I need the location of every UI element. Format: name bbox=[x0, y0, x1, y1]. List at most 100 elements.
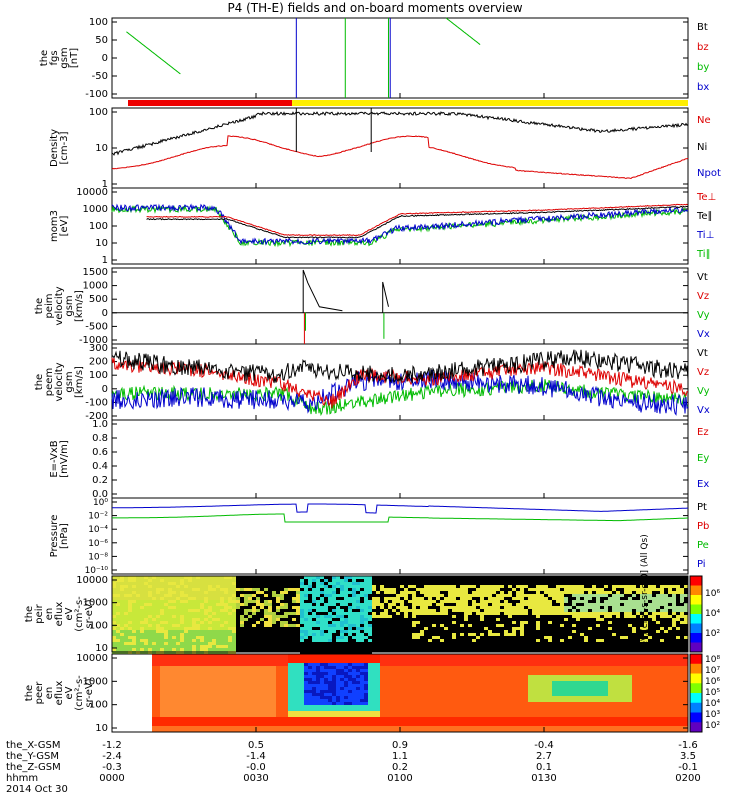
footer-value-t: 0130 bbox=[531, 773, 557, 784]
ne-line bbox=[111, 135, 689, 180]
panel-label-line: [mV/m] bbox=[59, 440, 70, 478]
colorbar-peir bbox=[689, 575, 703, 653]
panel-label-line: [eV] bbox=[59, 215, 70, 237]
ytick-label: 10⁻⁶ bbox=[88, 539, 108, 549]
footer-value-t: 0100 bbox=[387, 773, 413, 784]
colorbar-tick: 10⁴ bbox=[705, 609, 720, 619]
colorbar-tick: 10³ bbox=[705, 710, 720, 720]
legend-entry: Ne bbox=[697, 115, 711, 126]
by-line bbox=[445, 17, 481, 45]
ytick-label: -500 bbox=[85, 321, 108, 332]
pe-line bbox=[112, 513, 688, 523]
legend-entry: Te⊥ bbox=[697, 192, 717, 203]
page-title: P4 (TH-E) fields and on-board moments ov… bbox=[227, 1, 523, 15]
by-line bbox=[126, 31, 181, 75]
footer-value-y: 3.5 bbox=[680, 751, 696, 762]
footer-y-label: the_Y-GSM bbox=[6, 751, 60, 762]
ytick-label: 10⁻¹⁰ bbox=[85, 566, 109, 576]
ytick-label: 10⁻² bbox=[88, 512, 108, 522]
footer-value-x: -1.2 bbox=[102, 740, 122, 751]
legend-entry: Pe bbox=[697, 540, 709, 551]
ytick-label: 0.8 bbox=[92, 433, 108, 444]
ytick-label: 0.6 bbox=[92, 447, 108, 458]
colorbar-tick: 10⁸ bbox=[705, 655, 720, 665]
legend-entry: Vx bbox=[697, 405, 710, 416]
footer-column: -1.2 -2.4 -0.3 0000 bbox=[90, 740, 134, 784]
legend-entry: Vz bbox=[697, 291, 710, 302]
peer-spectrogram bbox=[112, 654, 688, 732]
footer-value-y: -1.4 bbox=[246, 751, 266, 762]
ytick-label: 100 bbox=[89, 620, 108, 631]
footer-time-label: hhmm bbox=[6, 773, 39, 784]
ytick-label: 10 bbox=[95, 643, 108, 654]
footer-value-y: 1.1 bbox=[392, 751, 408, 762]
panel-label-fgs: the fgs gsm [nT] bbox=[39, 18, 80, 98]
legend-entry: Vz bbox=[697, 367, 710, 378]
ytick-label: 100 bbox=[89, 221, 108, 232]
footer-value-t: 0200 bbox=[675, 773, 701, 784]
colorbar-tick: 10² bbox=[705, 629, 720, 639]
panel-label-line: [nPa] bbox=[59, 523, 70, 549]
ytick-label: 1500 bbox=[83, 267, 108, 278]
panel-label-line: [km/s] bbox=[74, 290, 85, 322]
ytick-label: 1 bbox=[102, 255, 108, 266]
ytick-label: -50 bbox=[92, 71, 108, 82]
ni-line bbox=[111, 111, 689, 156]
ytick-label: 0 bbox=[102, 384, 108, 395]
ytick-label: 100 bbox=[89, 17, 108, 28]
ytick-label: 10000 bbox=[76, 575, 108, 586]
legend-entry: Ex bbox=[697, 479, 710, 490]
panel-label-density: Density [cm-3] bbox=[49, 108, 70, 188]
ytick-label: 1 bbox=[102, 179, 108, 190]
colorbar-peer bbox=[689, 653, 703, 733]
footer-column: 0.5 -1.4 -0.0 0030 bbox=[234, 740, 278, 784]
peir-spectrogram bbox=[112, 576, 688, 654]
panel-label-line: sr-eV) bbox=[84, 599, 95, 629]
footer-value-z: -0.1 bbox=[678, 762, 698, 773]
legend-density: Ne Ni Npot bbox=[697, 108, 721, 188]
footer-value-y: 2.7 bbox=[536, 751, 552, 762]
footer-row-labels: the_X-GSM the_Y-GSM the_Z-GSM hhmm 2014 … bbox=[6, 740, 68, 795]
colorbar-tick: 10² bbox=[705, 721, 720, 731]
status-bar-yellow bbox=[292, 100, 688, 106]
ytick-label: -100 bbox=[85, 397, 108, 408]
panel-label-peem: the peem velocity gsm [km/s] bbox=[34, 344, 85, 420]
colorbar-tick: 10⁶ bbox=[705, 677, 720, 687]
panel-frame-fgs bbox=[111, 17, 689, 99]
ytick-label: 0 bbox=[102, 308, 108, 319]
legend-peem: Vt Vz Vy Vx bbox=[697, 344, 710, 420]
legend-entry: Ni bbox=[697, 141, 708, 153]
vz-line bbox=[111, 357, 689, 409]
legend-entry: Ey bbox=[697, 453, 710, 464]
pt-line bbox=[112, 503, 688, 514]
ytick-label: 10000 bbox=[76, 187, 108, 198]
legend-pressure: Pt Pb Pe Pi bbox=[697, 498, 709, 574]
ytick-label: 1.0 bbox=[92, 419, 108, 430]
ytick-label: 1000 bbox=[83, 204, 108, 215]
colorbar-tick: 10⁴ bbox=[705, 699, 720, 709]
panel-label-temp: mom3 [eV] bbox=[49, 188, 70, 264]
legend-entry: bz bbox=[697, 42, 709, 53]
ytick-label: 0.4 bbox=[92, 461, 108, 472]
panel-label-line: sr-eV) bbox=[84, 678, 95, 708]
legend-entry: Pi bbox=[697, 559, 706, 570]
legend-entry: Te∥ bbox=[697, 211, 713, 222]
panel-label-pressure: Pressure [nPa] bbox=[49, 498, 70, 574]
ytick-label: 10⁻⁸ bbox=[88, 552, 108, 562]
vt-line bbox=[302, 269, 343, 313]
tip-line bbox=[111, 203, 689, 246]
legend-fgs: Bt bz by bx bbox=[697, 18, 709, 98]
status-bar-red bbox=[128, 100, 292, 106]
ytick-label: 1000 bbox=[83, 676, 108, 687]
footer-value-x: -0.4 bbox=[534, 740, 554, 751]
ytick-label: -1000 bbox=[79, 335, 108, 346]
footer-value-z: -0.3 bbox=[102, 762, 122, 773]
footer-date-label: 2014 Oct 30 bbox=[6, 784, 68, 795]
colorbar-label: [eV/(cm²-s-sr-eV)] (All Qs) bbox=[640, 534, 650, 650]
legend-efield: Ez Ey Ex bbox=[697, 420, 709, 498]
ytick-label: 300 bbox=[89, 343, 108, 354]
panel-label-efield: E=-VxB [mV/m] bbox=[49, 420, 70, 498]
ytick-label: 100 bbox=[89, 107, 108, 118]
legend-entry: bx bbox=[697, 82, 710, 93]
